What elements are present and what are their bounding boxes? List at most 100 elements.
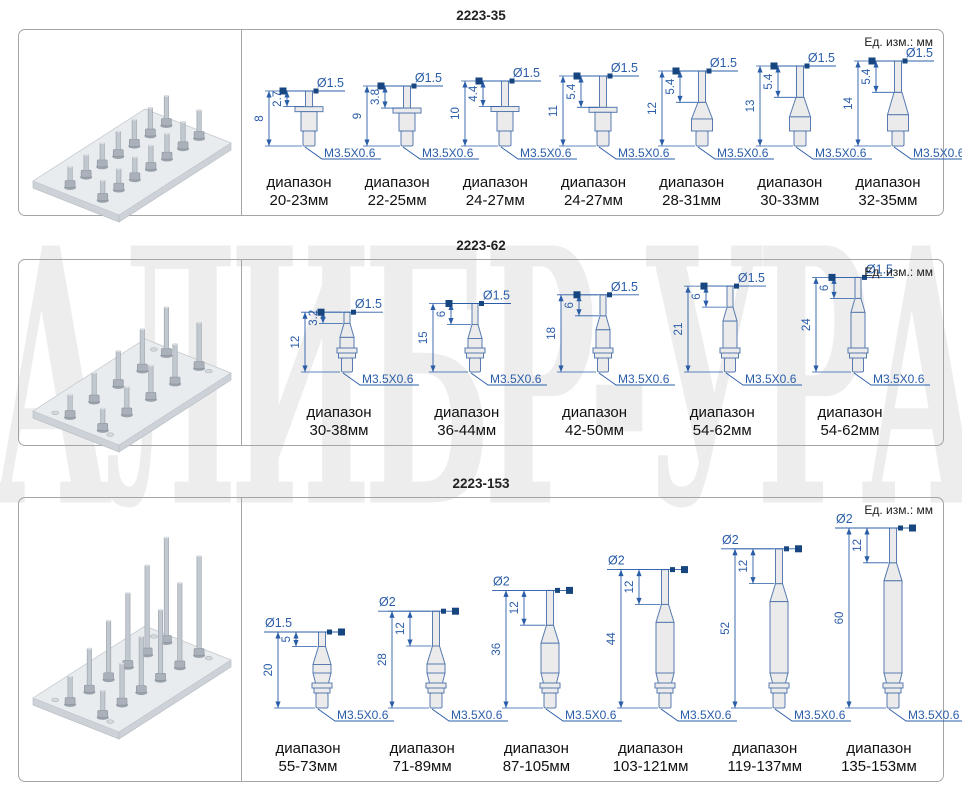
diameter-label: Ø1.5: [738, 271, 765, 285]
dimension-label: 8: [254, 115, 266, 121]
thread-label: M3.5X0.6: [618, 146, 670, 160]
range-value: 103-121мм: [612, 758, 689, 775]
probe-technical-drawing: 12 3.2 Ø1.5 M3.5X0.6: [290, 297, 419, 386]
thread-label: M3.5X0.6: [794, 708, 846, 722]
panel-title: 2223-62: [456, 238, 506, 253]
probe-drawing-col: 24 6 Ø1.5 M3.5X0.6 диапазон 54-62мм: [787, 262, 930, 440]
dimension-label: 12: [738, 560, 750, 573]
diameter-label: Ø1.5: [808, 51, 835, 65]
dimension-label: 15: [418, 331, 430, 344]
dimension-label: 5.4: [763, 73, 775, 90]
probe-technical-drawing: 60 12 Ø2 M3.5X0.6: [834, 512, 962, 722]
probe-drawing-col: 11 5.4 Ø1.5 M3.5X0.6 диапазон 24-27мм: [546, 36, 676, 210]
panel-box: Ед. изм.: мм 8 2.7 Ø1.5 M3.5X0.6 диапазон 20-2…: [18, 29, 962, 223]
dimension-label: 6: [436, 311, 448, 317]
thread-label: M3.5X0.6: [451, 708, 503, 722]
dimension-label: 4.4: [468, 85, 480, 102]
dimension-label: 12: [290, 336, 302, 349]
probe-drawing-col: 18 6 Ø1.5 M3.5X0.6 диапазон 42-50мм: [532, 264, 675, 440]
range-value: 71-89мм: [392, 758, 452, 775]
range-word: диапазон: [659, 174, 725, 191]
probe-drawing-col: 21 6 Ø1.5 M3.5X0.6 диапазон 54-62мм: [659, 264, 803, 440]
thread-label: M3.5X0.6: [520, 146, 572, 160]
range-value: 135-153мм: [841, 758, 917, 775]
diameter-label: Ø1.5: [483, 289, 510, 303]
probe-technical-drawing: 11 5.4 Ø1.5 M3.5X0.6: [548, 61, 676, 160]
drawings-cell: Ед. изм.: мм 8 2.7 Ø1.5 M3.5X0.6 диапазон 20-2…: [242, 30, 962, 215]
range-value: 32-35мм: [858, 192, 918, 209]
probe-drawing-col: 9 3.8 Ø1.5 M3.5X0.6 диапазон 22-25мм: [350, 36, 480, 210]
dimension-label: 10: [450, 107, 462, 120]
dimension-label: 3.8: [370, 89, 382, 105]
dimension-label: 13: [745, 100, 757, 113]
range-word: диапазон: [389, 740, 455, 757]
range-value: 54-62мм: [820, 422, 880, 439]
thread-label: M3.5X0.6: [908, 708, 960, 722]
range-label: диапазон 54-62мм: [817, 404, 882, 440]
diameter-label: Ø2: [608, 554, 625, 568]
probe-drawing-col: 28 12 Ø2 M3.5X0.6 диапазон 71-89мм: [366, 506, 509, 776]
thread-label: M3.5X0.6: [717, 146, 769, 160]
range-word: диапазон: [846, 740, 912, 757]
range-label: диапазон 24-27мм: [561, 174, 626, 210]
dimension-label: 6: [819, 285, 831, 291]
panel-title: 2223-35: [456, 8, 506, 23]
probe-technical-drawing: 20 5 Ø1.5 M3.5X0.6: [263, 616, 394, 722]
range-label: диапазон 32-35мм: [855, 174, 920, 210]
range-label: диапазон 55-73мм: [275, 740, 340, 776]
range-value: 20-23мм: [269, 192, 329, 209]
range-word: диапазон: [757, 174, 823, 191]
product-photo: [32, 536, 232, 740]
thread-label: M3.5X0.6: [745, 372, 797, 386]
product-photo: [32, 305, 232, 453]
range-word: диапазон: [503, 740, 569, 757]
range-value: 119-137мм: [727, 758, 803, 775]
probe-technical-drawing: 15 6 Ø1.5 M3.5X0.6: [418, 289, 547, 386]
thread-label: M3.5X0.6: [337, 708, 389, 722]
panel-title: 2223-153: [452, 476, 510, 491]
dimension-label: 5: [281, 636, 293, 642]
panel-box: Ед. изм.: мм 12 3.2 Ø1.5 M3.5X0.6 диапазон 30-…: [18, 259, 944, 453]
dimension-label: 5.4: [566, 83, 578, 100]
probe-drawing-col: 13 5.4 Ø1.5 M3.5X0.6 диапазон 30-33мм: [743, 36, 872, 210]
probe-technical-drawing: 18 6 Ø1.5 M3.5X0.6: [546, 280, 675, 386]
dimension-label: 20: [263, 664, 275, 677]
probe-drawing-col: 12 5.4 Ø1.5 M3.5X0.6 диапазон 28-31мм: [645, 36, 774, 210]
probe-technical-drawing: 52 12 Ø2 M3.5X0.6: [720, 533, 851, 722]
probe-technical-drawing: 9 3.8 Ø1.5 M3.5X0.6: [352, 71, 480, 160]
probe-technical-drawing: 13 5.4 Ø1.5 M3.5X0.6: [745, 51, 872, 160]
diameter-label: Ø2: [379, 595, 396, 609]
product-photo-cell: [19, 498, 242, 781]
probe-drawing-col: 14 5.4 Ø1.5 M3.5X0.6 диапазон 32-35мм: [841, 36, 962, 210]
probe-drawing-col: 10 4.4 Ø1.5 M3.5X0.6 диапазон 24-27мм: [448, 36, 578, 210]
range-value: 28-31мм: [662, 192, 722, 209]
range-value: 30-38мм: [309, 422, 369, 439]
range-word: диапазон: [434, 404, 500, 421]
dimension-label: 60: [834, 612, 846, 625]
range-word: диапазон: [306, 404, 372, 421]
dimension-label: 28: [377, 653, 389, 666]
range-label: диапазон 71-89мм: [390, 740, 455, 776]
range-value: 22-25мм: [367, 192, 427, 209]
diameter-label: Ø1.5: [906, 46, 933, 60]
dimension-label: 6: [564, 302, 576, 308]
probe-drawing-col: 36 12 Ø2 M3.5X0.6 диапазон 87-105мм: [480, 506, 623, 776]
dimension-label: 12: [395, 622, 407, 635]
thread-label: M3.5X0.6: [490, 372, 542, 386]
dimension-label: 21: [673, 323, 685, 336]
range-word: диапазон: [732, 740, 798, 757]
dimension-label: 6: [691, 293, 703, 299]
range-label: диапазон 24-27мм: [463, 174, 528, 210]
dimension-label: 12: [624, 581, 636, 594]
diameter-label: Ø1.5: [710, 56, 737, 70]
probe-technical-drawing: 36 12 Ø2 M3.5X0.6: [491, 574, 623, 722]
range-label: диапазон 42-50мм: [562, 404, 627, 440]
thread-label: M3.5X0.6: [815, 146, 867, 160]
range-label: диапазон 30-33мм: [757, 174, 822, 210]
range-value: 36-44мм: [437, 422, 497, 439]
drawings-cell: Ед. изм.: мм 12 3.2 Ø1.5 M3.5X0.6 диапазон 30-…: [242, 260, 943, 445]
dimension-label: 14: [843, 97, 855, 110]
dimension-label: 9: [352, 113, 364, 119]
dimension-label: 2.7: [272, 91, 284, 107]
